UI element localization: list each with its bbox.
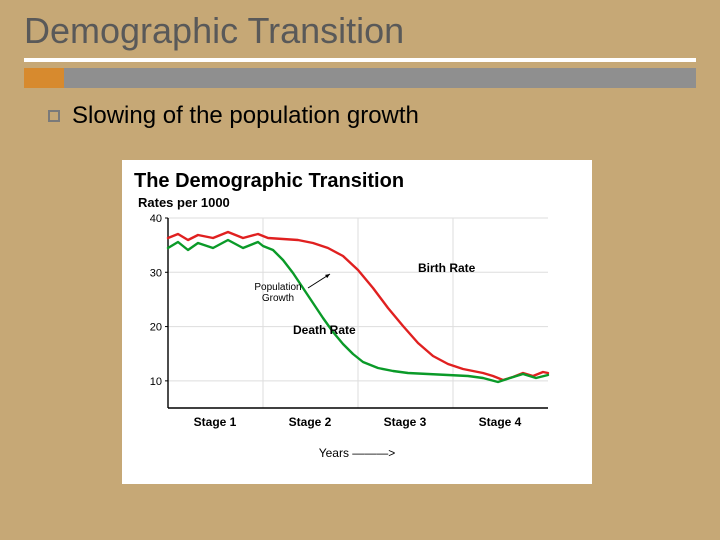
svg-text:20: 20 <box>150 322 162 334</box>
svg-text:40: 40 <box>150 213 162 225</box>
svg-text:Growth: Growth <box>262 293 294 304</box>
chart-y-label: Rates per 1000 <box>138 195 580 210</box>
svg-text:30: 30 <box>150 267 162 279</box>
chart-svg: 10 20 30 40 Birth Rate Death Rate PopulationGr… <box>134 212 580 442</box>
title-block: Demographic Transition <box>24 10 696 62</box>
chart-plot: 10 20 30 40 Birth Rate Death Rate PopulationGr… <box>134 212 580 442</box>
title-underline <box>24 58 696 62</box>
bullet-text: Slowing of the population growth <box>72 102 419 130</box>
chart-x-label: Years ———> <box>134 446 580 460</box>
chart-title: The Demographic Transition <box>134 170 580 193</box>
svg-text:Stage 2: Stage 2 <box>289 415 332 429</box>
svg-text:Stage 3: Stage 3 <box>384 415 427 429</box>
svg-text:Stage 1: Stage 1 <box>194 415 237 429</box>
header-bar <box>64 68 696 88</box>
slide-title: Demographic Transition <box>24 10 696 58</box>
svg-text:Death Rate: Death Rate <box>293 323 356 337</box>
accent-tab <box>24 68 64 88</box>
svg-text:Population: Population <box>254 282 301 293</box>
svg-text:10: 10 <box>150 376 162 388</box>
chart-card: The Demographic Transition Rates per 100… <box>122 160 592 484</box>
bullet-row: Slowing of the population growth <box>48 102 419 130</box>
svg-text:Birth Rate: Birth Rate <box>418 261 476 275</box>
svg-text:Stage 4: Stage 4 <box>479 415 522 429</box>
bullet-box-icon <box>48 110 60 122</box>
